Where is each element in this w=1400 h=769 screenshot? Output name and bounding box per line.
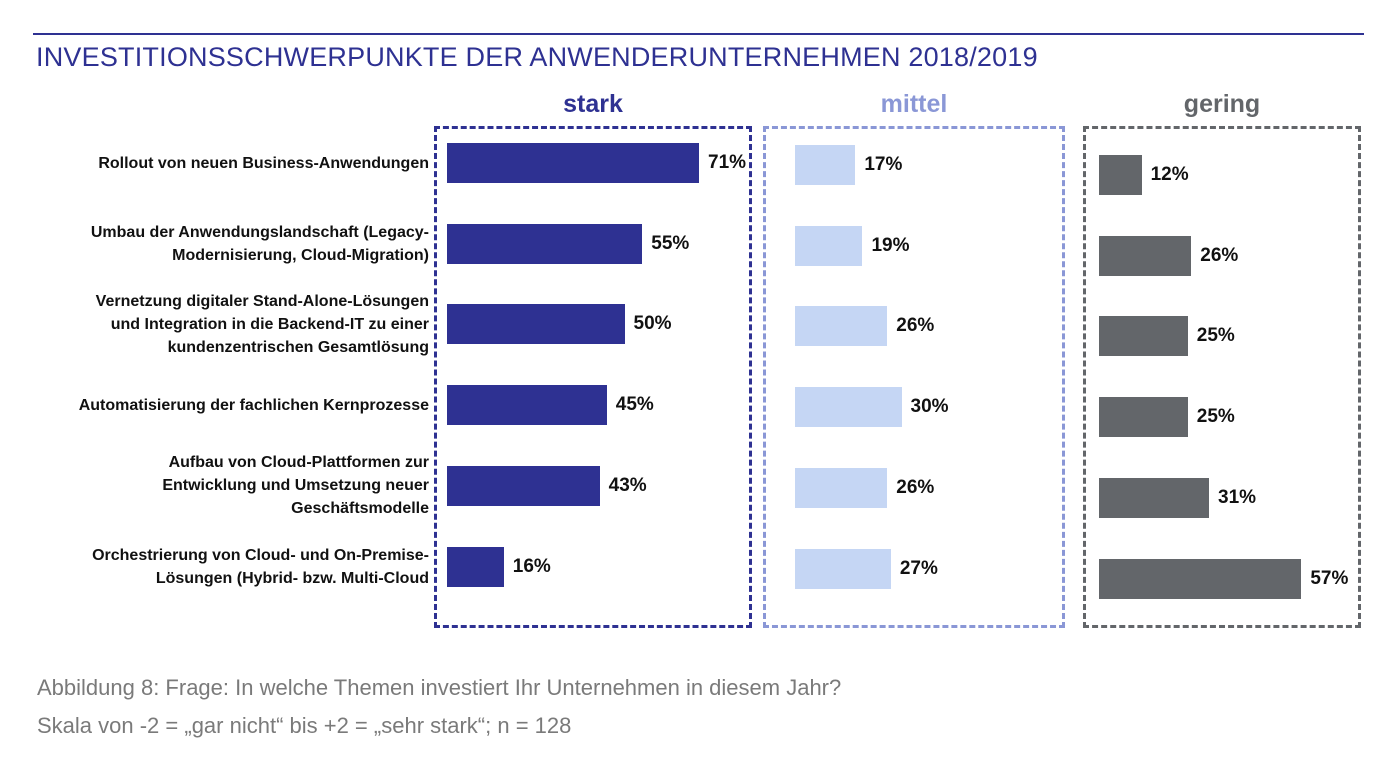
series-heading-mittel: mittel [880,90,948,118]
value-label-stark: 45% [615,394,654,416]
category-label: Automatisierung der fachlichen Kernproze… [78,396,429,414]
category-label: Orchestrierung von Cloud- und On-Premise… [92,546,429,587]
value-label-mittel: 26% [896,315,935,337]
bar-mittel [795,387,902,428]
value-label-stark: 55% [651,232,690,254]
bar-stark [447,304,625,345]
bar-gering [1099,558,1302,599]
category-label: Vernetzung digitaler Stand-Alone-Lösunge… [95,292,429,356]
value-label-mittel: 17% [864,154,903,175]
category-label: Rollout von neuen Business-Anwendungen [98,154,429,172]
bar-gering [1099,316,1188,357]
value-label-gering: 31% [1218,486,1257,508]
series-heading-gering: gering [1183,90,1261,118]
panel-frame-gering [1083,126,1361,628]
bar-gering [1099,235,1192,276]
value-label-stark: 43% [608,474,647,496]
value-label-mittel: 19% [871,234,910,256]
value-label-gering: 57% [1310,567,1349,589]
bar-gering [1099,477,1210,518]
value-label-mittel: 27% [899,557,938,579]
value-label-gering: 26% [1200,244,1239,266]
bar-stark [447,546,504,587]
value-label-mittel: 26% [896,476,935,498]
chart-title: INVESTITIONSSCHWERPUNKTE DER ANWENDERUNT… [36,42,1038,72]
bar-stark [447,143,700,183]
bar-stark [447,465,600,506]
value-label-gering: 25% [1196,325,1235,347]
caption-scale: Skala von -2 = „gar nicht“ bis +2 = „seh… [37,713,572,738]
value-label-mittel: 30% [910,396,949,418]
value-label-gering: 25% [1196,406,1235,428]
category-label: Aufbau von Cloud-Plattformen zur Entwick… [162,454,429,518]
panel-frame-stark [434,126,752,628]
bar-mittel [795,548,891,589]
value-label-gering: 12% [1150,164,1189,185]
value-label-stark: 16% [512,555,551,577]
category-label: Umbau der Anwendungslandschaft (Legacy- … [90,223,429,264]
value-label-stark: 71% [708,152,747,173]
bar-mittel [795,145,856,185]
series-heading-stark: stark [563,90,623,118]
title-rule [33,33,1364,35]
bar-mittel [795,306,888,347]
bar-stark [447,223,643,264]
panel-frame-mittel [763,126,1065,628]
bar-gering [1099,397,1188,438]
bar-gering [1099,155,1142,195]
bar-mittel [795,225,863,266]
value-label-stark: 50% [633,313,672,335]
bar-mittel [795,467,888,508]
bar-stark [447,385,607,426]
caption-question: Abbildung 8: Frage: In welche Themen inv… [37,675,842,700]
